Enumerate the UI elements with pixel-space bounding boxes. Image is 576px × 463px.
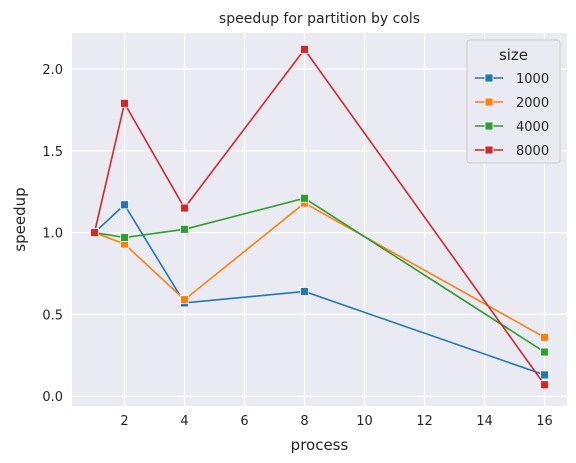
legend-label: 4000 bbox=[516, 120, 549, 135]
legend-item-8000: 8000 bbox=[475, 144, 549, 159]
x-axis-ticks: 2 4 6 8 10 12 14 16 bbox=[120, 414, 552, 429]
x-axis-label: process bbox=[291, 436, 349, 454]
data-point bbox=[540, 347, 549, 357]
legend-swatch-marker bbox=[484, 145, 494, 155]
data-point bbox=[120, 98, 129, 108]
data-point bbox=[540, 332, 549, 342]
y-tick-label: 1.5 bbox=[42, 145, 63, 160]
legend-box bbox=[466, 39, 561, 164]
chart-title: speedup for partition by cols bbox=[219, 11, 420, 27]
series-layer bbox=[90, 44, 549, 390]
series-8000 bbox=[90, 44, 549, 390]
data-point bbox=[90, 228, 99, 237]
legend: size 1000 2000 4000 8000 bbox=[466, 39, 561, 164]
x-tick-label: 2 bbox=[120, 414, 128, 429]
data-point bbox=[540, 380, 549, 390]
data-point bbox=[180, 295, 189, 305]
data-point bbox=[180, 224, 189, 234]
legend-item-4000: 4000 bbox=[475, 120, 549, 135]
legend-label: 8000 bbox=[516, 144, 549, 159]
legend-label: 2000 bbox=[516, 96, 549, 111]
legend-item-1000: 1000 bbox=[475, 72, 549, 87]
x-tick-label: 10 bbox=[356, 414, 373, 429]
legend-swatch-marker bbox=[484, 97, 494, 107]
y-tick-label: 0.5 bbox=[42, 308, 63, 323]
y-axis-label: speedup bbox=[11, 187, 29, 251]
y-tick-label: 1.0 bbox=[42, 227, 63, 242]
legend-item-2000: 2000 bbox=[475, 96, 549, 111]
x-tick-label: 6 bbox=[240, 414, 248, 429]
y-axis-ticks: 0.0 0.5 1.0 1.5 2.0 bbox=[42, 63, 63, 405]
legend-items: 1000 2000 4000 8000 bbox=[475, 72, 549, 159]
data-point bbox=[300, 193, 309, 203]
legend-label: 1000 bbox=[516, 72, 549, 87]
x-tick-label: 16 bbox=[536, 414, 553, 429]
x-tick-label: 12 bbox=[416, 414, 433, 429]
data-point bbox=[120, 200, 129, 210]
data-point bbox=[300, 44, 309, 54]
x-tick-label: 4 bbox=[180, 414, 188, 429]
legend-swatch-marker bbox=[484, 121, 494, 131]
legend-title: size bbox=[499, 46, 528, 64]
data-point bbox=[540, 370, 549, 380]
data-point bbox=[300, 287, 309, 296]
data-point bbox=[120, 233, 129, 242]
y-tick-label: 2.0 bbox=[42, 63, 63, 78]
legend-swatch-marker bbox=[484, 73, 494, 83]
x-tick-label: 8 bbox=[300, 414, 308, 429]
x-tick-label: 14 bbox=[476, 414, 493, 429]
y-tick-label: 0.0 bbox=[42, 390, 63, 405]
data-point bbox=[180, 203, 189, 213]
